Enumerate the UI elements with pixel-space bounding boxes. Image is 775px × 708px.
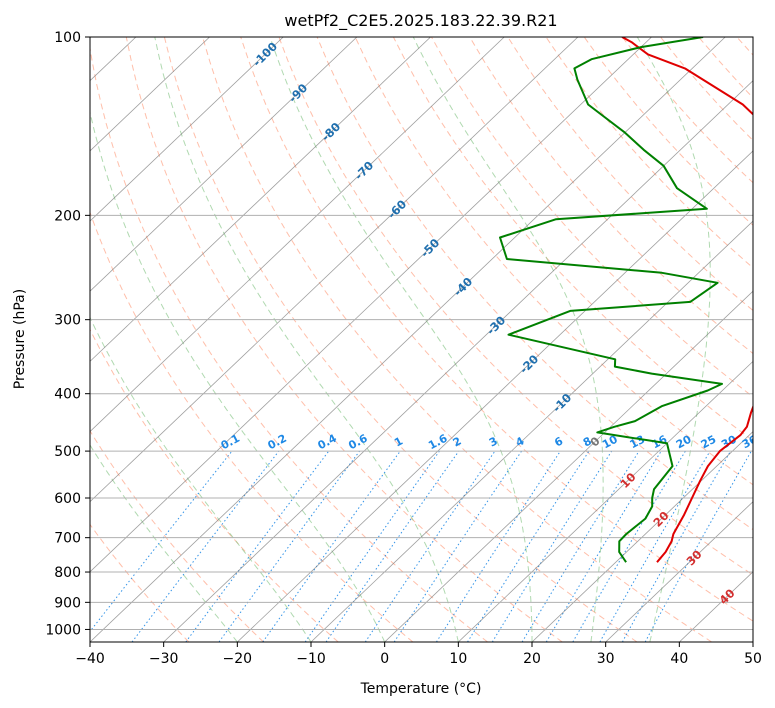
dry-adiabat-line: [354, 37, 753, 486]
x-axis-label: Temperature (°C): [360, 681, 482, 697]
isotherm-line: [90, 37, 358, 292]
dry-adiabat-line: [90, 523, 190, 642]
x-tick-label: 20: [523, 651, 541, 667]
x-tick-label: 40: [670, 651, 688, 667]
y-tick-label: 1000: [45, 622, 81, 638]
y-tick-label: 200: [54, 208, 81, 224]
isotherm-line: [90, 37, 431, 362]
dry-adiabat-line: [278, 37, 753, 576]
mixing-ratio-line: [491, 450, 613, 642]
moist-adiabat-line: [412, 37, 604, 642]
dry-adiabat-line: [698, 37, 753, 99]
moist-adiabat-line: [269, 37, 533, 642]
moist-adiabat-line: [154, 37, 459, 642]
mixing-ratio-label: 3: [487, 434, 500, 449]
y-tick-label: 600: [54, 491, 81, 507]
mixing-ratio-label: 6: [552, 434, 565, 449]
isotherm-line: [90, 37, 652, 573]
isotherm-line: [90, 37, 579, 503]
y-tick-label: 500: [54, 444, 81, 460]
mixing-ratio-label: 0.2: [266, 432, 289, 453]
dry-adiabat-line: [90, 328, 339, 642]
mixing-ratio-label: 1.6: [426, 432, 450, 453]
isotherm-line: [90, 37, 210, 152]
mixing-ratio-line: [393, 450, 523, 642]
y-tick-label: 100: [54, 30, 81, 46]
dry-adiabat-line: [90, 45, 488, 642]
isotherm-line: [458, 360, 753, 642]
y-tick-label: 400: [54, 387, 81, 403]
y-tick-label: 900: [54, 595, 81, 611]
x-tick-label: −30: [149, 651, 179, 667]
mixing-ratio-line: [304, 450, 440, 642]
dewpoint-profile-line: [499, 37, 723, 563]
temperature-profile-line: [621, 37, 753, 563]
mixing-ratio-line: [90, 450, 233, 633]
isotherm-line: [752, 641, 753, 642]
x-tick-label: 0: [380, 651, 389, 667]
isotherm-line: [90, 37, 284, 222]
dry-adiabat-line: [202, 37, 712, 642]
dry-adiabat-line: [392, 37, 753, 442]
mixing-ratio-line: [599, 450, 711, 642]
isotherm-line: [0, 37, 62, 642]
isotherm-line: [384, 290, 753, 642]
x-tick-label: 50: [744, 651, 762, 667]
plot-frame: [89, 36, 754, 643]
isotherm-line: [90, 37, 726, 642]
x-tick-label: −40: [75, 651, 105, 667]
dry-adiabat-line: [431, 37, 753, 398]
mixing-ratio-label: 1: [392, 434, 405, 449]
mixing-ratio-line: [521, 450, 640, 642]
mixing-ratio-label: 0.4: [316, 432, 340, 453]
mixing-ratio-label: 2: [451, 434, 464, 449]
mixing-ratio-label: 0.1: [219, 432, 242, 453]
dry-adiabat-line: [240, 37, 753, 622]
mixing-ratio-line: [262, 450, 401, 642]
mixing-ratio-label: 25: [699, 433, 719, 452]
moist-adiabat-line: [90, 444, 238, 642]
mixing-ratio-line: [218, 450, 361, 642]
y-tick-label: 800: [54, 565, 81, 581]
isotherm-line: [310, 220, 753, 642]
isotherm-line: [90, 37, 505, 433]
moist-adiabat-line: [90, 109, 386, 642]
y-tick-label: 300: [54, 313, 81, 329]
isotherm-line: [163, 80, 753, 642]
mixing-ratio-line: [621, 450, 732, 642]
mixing-ratio-label: 10: [600, 433, 620, 452]
mixing-ratio-label: 20: [674, 433, 694, 452]
dry-adiabat-line: [469, 37, 753, 355]
chart-title: wetPf2_C2E5.2025.183.22.39.R21: [284, 11, 557, 31]
dry-adiabat-line: [660, 37, 753, 142]
isotherm-line: [605, 501, 753, 642]
dry-adiabat-line: [316, 37, 753, 531]
y-axis-label: Pressure (hPa): [12, 289, 28, 389]
mixing-ratio-line: [325, 450, 460, 642]
x-tick-label: 10: [449, 651, 467, 667]
moist-adiabat-line: [636, 37, 711, 642]
dry-adiabat-line: [163, 37, 638, 642]
dry-adiabat-line: [736, 37, 753, 56]
dry-adiabat-line: [583, 37, 753, 226]
mixing-ratio-line: [467, 450, 590, 642]
x-tick-label: 30: [597, 651, 615, 667]
dry-adiabat-line: [90, 429, 264, 642]
dry-adiabat-line: [125, 37, 563, 642]
mixing-ratio-label: 36: [740, 432, 760, 451]
x-tick-label: −10: [296, 651, 326, 667]
isotherm-line: [237, 150, 753, 642]
mixing-ratio-label: 13: [628, 433, 648, 452]
dry-adiabat-line: [507, 37, 753, 312]
mixing-ratio-line: [364, 450, 496, 642]
isotherm-line: [531, 430, 753, 642]
mixing-ratio-line: [435, 450, 561, 642]
x-tick-label: −20: [223, 651, 253, 667]
dry-adiabat-line: [90, 211, 414, 642]
y-tick-label: 700: [54, 531, 81, 547]
mixing-ratio-line: [131, 450, 280, 642]
mixing-ratio-line: [185, 450, 330, 642]
